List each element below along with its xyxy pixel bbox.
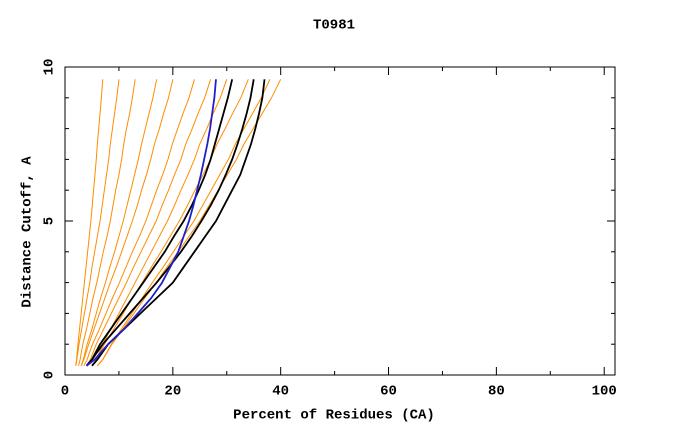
series-line <box>96 79 282 367</box>
x-tick-label: 100 <box>592 384 617 400</box>
series-line <box>91 79 228 367</box>
series-line <box>83 79 195 366</box>
y-tick-label: 5 <box>42 217 58 225</box>
y-tick-label: 0 <box>42 371 58 379</box>
chart-title: T0981 <box>313 18 355 34</box>
x-tick-label: 80 <box>488 384 505 400</box>
series-line <box>75 79 120 366</box>
plot-frame <box>64 66 616 376</box>
series-line <box>85 79 255 367</box>
series-line <box>91 79 249 367</box>
y-tick-label: 10 <box>42 59 58 76</box>
series-line <box>80 79 174 366</box>
x-tick-label: 0 <box>61 384 69 400</box>
series-line <box>75 79 104 366</box>
series-line <box>96 79 271 367</box>
series-line <box>86 79 217 367</box>
series-line <box>86 79 212 367</box>
x-tick-label: 20 <box>164 384 181 400</box>
y-axis-label: Distance Cutoff, A <box>20 156 36 308</box>
x-tick-label: 40 <box>272 384 289 400</box>
series-line <box>77 79 136 366</box>
series-line <box>85 79 234 367</box>
plot-area <box>75 79 282 367</box>
x-axis-label: Percent of Residues (CA) <box>233 408 435 424</box>
series-line <box>80 79 158 366</box>
x-tick-label: 60 <box>380 384 397 400</box>
